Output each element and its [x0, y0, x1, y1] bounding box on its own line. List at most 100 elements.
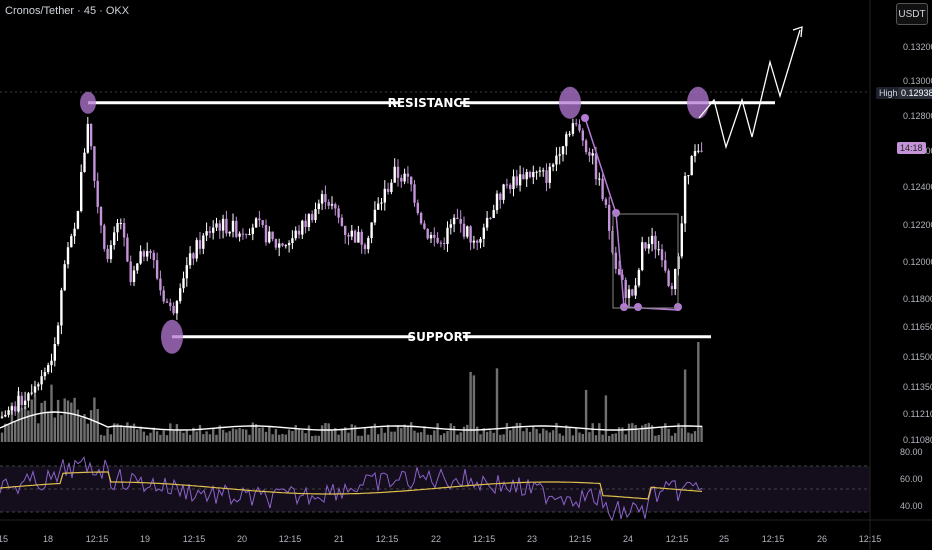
volume-bar	[670, 435, 674, 442]
candle-body	[20, 395, 23, 406]
candle-body	[136, 263, 139, 271]
volume-bar	[683, 369, 687, 442]
volume-bar	[561, 435, 565, 442]
time-tick-label: 12:15	[473, 534, 496, 544]
candle-body	[40, 376, 43, 385]
volume-bar	[423, 426, 426, 442]
candle-body	[340, 217, 344, 226]
volume-bar	[558, 433, 561, 442]
candle-body	[505, 184, 509, 186]
price-tick-label: 0.11500	[903, 352, 932, 362]
volume-bar	[485, 431, 489, 442]
candle-body	[670, 285, 674, 290]
candle-body	[390, 182, 393, 192]
candle-body	[205, 231, 208, 236]
candle-body	[7, 410, 10, 415]
volume-bar	[86, 423, 89, 442]
volume-bar	[654, 435, 657, 442]
candle-body	[159, 278, 162, 291]
volume-bar	[400, 428, 403, 442]
volume-bar	[495, 368, 499, 442]
candle-body	[499, 193, 502, 200]
candle-body	[142, 251, 146, 257]
candle-body	[23, 400, 27, 406]
volume-bar	[443, 433, 446, 442]
time-tick-label: 19	[140, 534, 150, 544]
candle-body	[370, 222, 373, 239]
volume-bar	[429, 434, 433, 442]
candle-body	[113, 232, 116, 246]
candle-body	[667, 270, 670, 286]
candle-body	[70, 236, 73, 248]
volume-bar	[598, 423, 601, 442]
volume-bar	[353, 425, 357, 442]
candle-body	[459, 219, 462, 224]
volume-bar	[146, 435, 149, 442]
volume-bar	[641, 425, 644, 442]
price-tick-label: 0.11080	[903, 435, 932, 445]
volume-bar	[581, 434, 584, 442]
candle-body	[86, 124, 89, 153]
volume-bar	[20, 408, 23, 442]
candle-body	[575, 123, 578, 125]
volume-bar	[304, 433, 307, 442]
volume-bar	[23, 406, 27, 442]
touch-circle	[161, 319, 183, 354]
volume-bar	[700, 425, 703, 442]
time-tick-label: 12:15	[666, 534, 689, 544]
rsi-tick-label: 40.00	[900, 501, 923, 511]
volume-bar	[106, 428, 109, 442]
candle-body	[591, 153, 594, 156]
candle-body	[192, 253, 195, 259]
candle-body	[555, 155, 558, 165]
candle-body	[495, 193, 499, 211]
candle-body	[281, 243, 284, 246]
volume-bar	[657, 434, 660, 442]
candle-body	[469, 226, 472, 243]
volume-bar	[47, 411, 50, 442]
candle-body	[271, 231, 274, 240]
volume-bar	[446, 431, 449, 442]
time-tick-label: 15	[0, 534, 8, 544]
candle-body	[80, 172, 83, 212]
candle-body	[443, 242, 446, 245]
candle-body	[231, 220, 235, 232]
candle-body	[254, 218, 258, 228]
candle-body	[116, 223, 119, 233]
candle-body	[122, 223, 126, 238]
volume-bar	[278, 434, 281, 442]
volume-bar	[584, 389, 588, 442]
candle-body	[327, 202, 330, 206]
volume-bar	[469, 371, 472, 442]
candle-body	[426, 228, 429, 239]
candle-body	[571, 123, 575, 134]
touch-circle	[559, 86, 581, 119]
volume-bar	[436, 423, 439, 442]
volume-bar	[518, 422, 522, 442]
candle-body	[93, 146, 96, 181]
volume-bar	[644, 423, 647, 442]
volume-bar	[433, 430, 436, 442]
volume-bar	[162, 430, 165, 442]
candle-body	[410, 176, 413, 185]
volume-bar	[17, 391, 20, 442]
volume-bar	[551, 430, 555, 442]
candle-body	[386, 188, 390, 192]
candle-body	[169, 302, 172, 306]
touch-circle	[80, 91, 96, 114]
volume-bar	[466, 424, 469, 442]
volume-bar	[452, 425, 456, 442]
candle-body	[195, 240, 198, 259]
candle-body	[687, 175, 690, 177]
countdown-tag: 14:18	[897, 142, 926, 154]
currency-button[interactable]: USDT	[896, 3, 928, 25]
candle-body	[63, 264, 66, 291]
volume-bar	[462, 426, 466, 442]
volume-bar	[390, 431, 393, 442]
price-tick-label: 0.11800	[903, 294, 932, 304]
volume-bar	[103, 435, 106, 442]
volume-bar	[680, 427, 683, 442]
